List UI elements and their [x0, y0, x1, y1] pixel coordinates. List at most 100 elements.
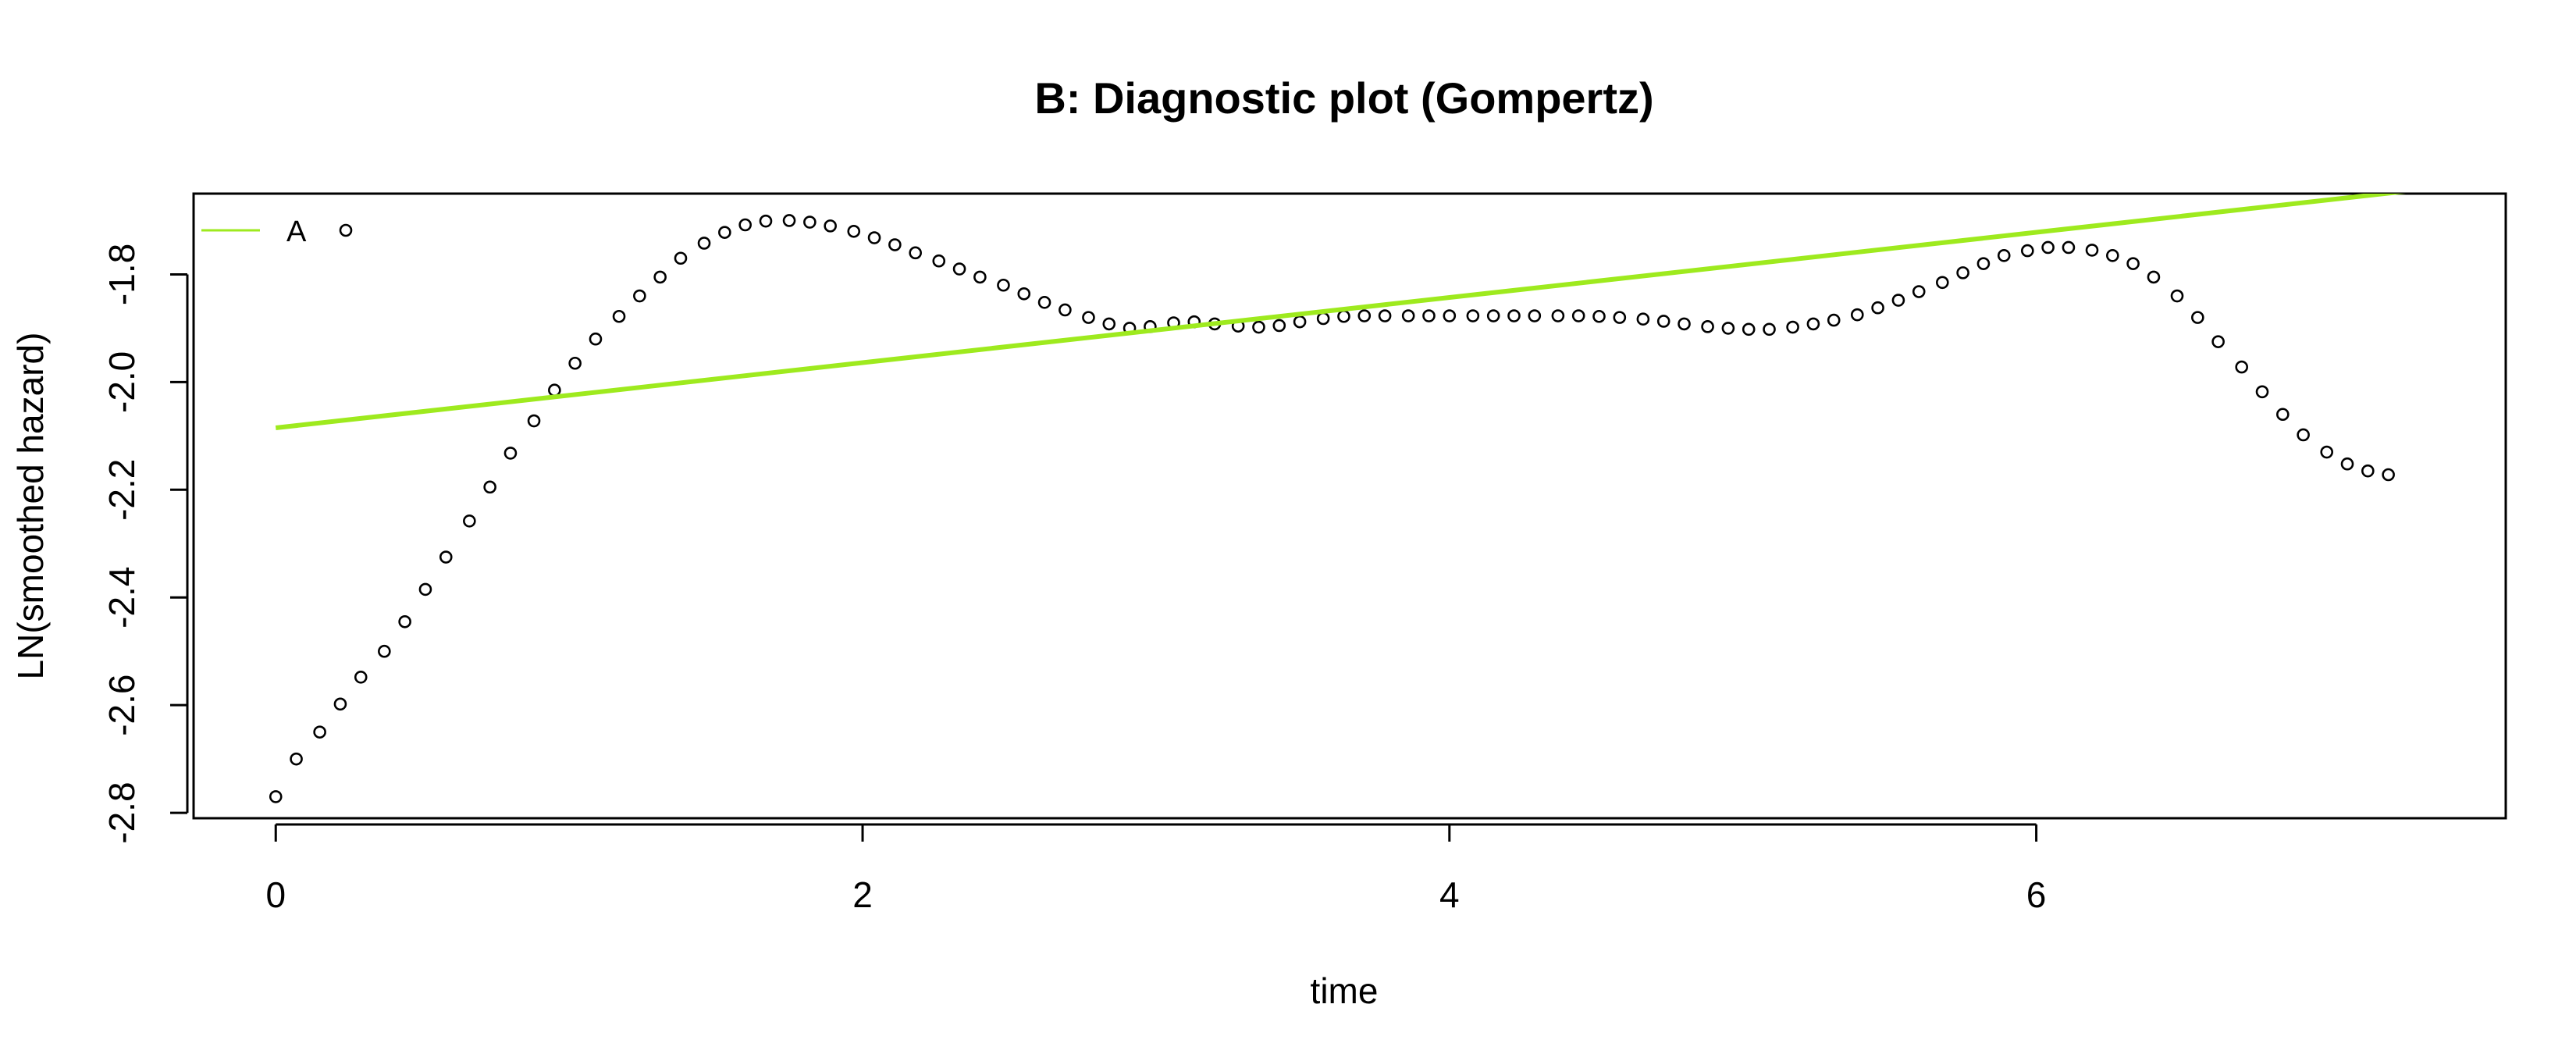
y-tick-label: -2.2: [101, 459, 142, 521]
data-point: [439, 550, 453, 564]
y-tick-label: -2.0: [101, 351, 142, 413]
legend: A: [201, 215, 353, 248]
data-point: [782, 214, 796, 227]
data-point: [1378, 309, 1392, 322]
data-point: [2106, 249, 2119, 262]
data-point: [1976, 257, 1991, 270]
data-point: [867, 231, 881, 244]
data-point: [1082, 311, 1095, 324]
data-point: [2255, 385, 2269, 399]
data-point: [1701, 320, 1714, 333]
data-point: [973, 270, 987, 284]
data-point: [2085, 244, 2099, 257]
data-point: [1059, 303, 1072, 317]
data-point: [1293, 315, 1307, 329]
y-axis: -2.8 -2.6 -2.4 -2.2 -2.0 -1.8: [101, 244, 189, 844]
data-point: [1357, 309, 1372, 322]
data-point: [1956, 266, 1969, 280]
data-point: [888, 238, 902, 251]
data-point: [1102, 317, 1116, 331]
data-point: [354, 671, 368, 684]
data-point: [1443, 309, 1457, 322]
data-point: [932, 254, 946, 268]
data-point: [1997, 249, 2011, 262]
legend-label: A: [286, 215, 307, 248]
data-point: [2126, 257, 2140, 270]
data-point: [738, 218, 752, 232]
data-point: [589, 332, 603, 346]
data-point: [1935, 276, 1949, 290]
data-point: [1763, 322, 1776, 336]
data-point: [1656, 315, 1670, 328]
data-point: [1742, 322, 1756, 336]
data-point: [2235, 360, 2249, 374]
data-point: [612, 309, 626, 323]
data-point: [1017, 287, 1031, 301]
data-point: [674, 251, 688, 265]
data-point: [1507, 309, 1521, 322]
data-point: [2382, 468, 2395, 482]
data-point: [1401, 309, 1415, 322]
data-point: [463, 515, 476, 528]
fit-line: [275, 194, 2406, 430]
data-point: [313, 725, 326, 739]
x-axis: 0 2 4 6: [265, 823, 2046, 915]
data-point: [824, 219, 837, 233]
data-point: [2062, 240, 2076, 255]
y-axis-label: LN(smoothed hazard): [10, 333, 51, 680]
data-point: [1571, 309, 1585, 322]
data-point: [398, 614, 411, 628]
data-point: [1891, 294, 1905, 307]
data-point: [1337, 309, 1350, 323]
data-point: [1850, 308, 1864, 322]
data-point: [548, 383, 561, 397]
data-point: [1037, 296, 1051, 309]
data-point: [2320, 445, 2334, 459]
data-point: [378, 644, 391, 658]
data-point: [2340, 457, 2354, 471]
x-axis-label: time: [1311, 970, 1379, 1011]
data-point: [2297, 428, 2310, 442]
data-point: [333, 697, 347, 711]
y-tick-label: -2.8: [101, 782, 142, 843]
data-point: [1528, 309, 1542, 322]
y-tick-label: -2.6: [101, 675, 142, 736]
data-point: [1721, 322, 1735, 335]
data-point: [1827, 313, 1841, 327]
data-point: [2361, 464, 2375, 478]
data-point: [1786, 320, 1799, 334]
data-point: [718, 226, 731, 239]
data-point: [418, 582, 432, 596]
data-point: [1636, 312, 1650, 326]
y-tick-label: -1.8: [101, 244, 142, 305]
data-point: [952, 262, 966, 276]
data-point: [1613, 311, 1627, 324]
data-point: [503, 447, 518, 460]
legend-point-marker: [339, 223, 353, 237]
data-point: [909, 246, 922, 260]
data-point: [1466, 309, 1480, 322]
data-point: [847, 224, 861, 238]
data-point: [1252, 320, 1265, 334]
data-point: [290, 752, 303, 766]
series-layer: [269, 194, 2406, 803]
x-tick-label: 0: [265, 874, 286, 915]
data-point: [1422, 309, 1436, 322]
data-point: [2191, 311, 2204, 324]
data-point: [653, 270, 667, 284]
data-point: [1678, 317, 1691, 331]
data-point: [1486, 309, 1500, 322]
data-point: [697, 237, 711, 250]
data-point: [1912, 285, 1926, 298]
y-tick-label: -2.4: [101, 567, 142, 628]
data-point: [2041, 240, 2055, 255]
data-point: [2147, 270, 2161, 284]
data-point: [2276, 408, 2290, 422]
chart-title: B: Diagnostic plot (Gompertz): [1034, 73, 1653, 123]
data-point: [269, 790, 283, 803]
data-point: [1551, 309, 1565, 322]
x-tick-label: 4: [1439, 874, 1460, 915]
data-point: [1871, 301, 1884, 315]
data-point: [527, 414, 541, 428]
data-point: [1272, 319, 1286, 333]
